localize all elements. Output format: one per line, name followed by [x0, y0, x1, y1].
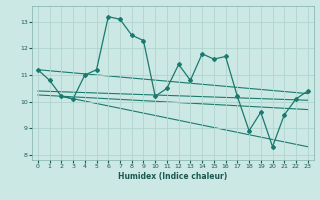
X-axis label: Humidex (Indice chaleur): Humidex (Indice chaleur) — [118, 172, 228, 181]
